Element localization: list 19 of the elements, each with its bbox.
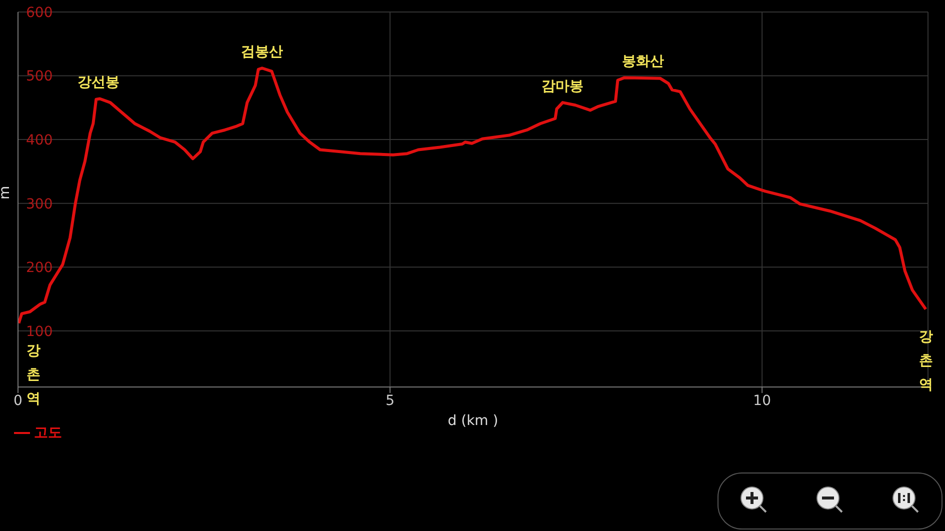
y-axis-title: m (0, 186, 13, 200)
annotation: 봉화산 (622, 54, 664, 70)
y-tick-label: 300 (26, 196, 53, 212)
annotation: 검봉산 (241, 44, 284, 60)
line-series (18, 66, 928, 325)
annotation: 강선봉 (77, 74, 120, 91)
annotation: 강촌역 (26, 343, 40, 408)
y-tick-label: 400 (26, 132, 53, 149)
x-tick-label: 0 (14, 392, 22, 409)
y-tick-label: 100 (26, 324, 53, 340)
y-tick-label: 500 (26, 68, 53, 85)
y-tick-label: 200 (26, 260, 53, 276)
x-axis-title: d (km ) (448, 413, 498, 429)
x-tick-label: 10 (753, 392, 771, 409)
x-tick-label: 5 (386, 392, 394, 409)
annotation: 강촌역 (918, 329, 933, 394)
legend-label: 고도 (34, 425, 62, 441)
y-tick-label: 600 (26, 4, 53, 21)
annotation: 감마봉 (542, 78, 584, 94)
